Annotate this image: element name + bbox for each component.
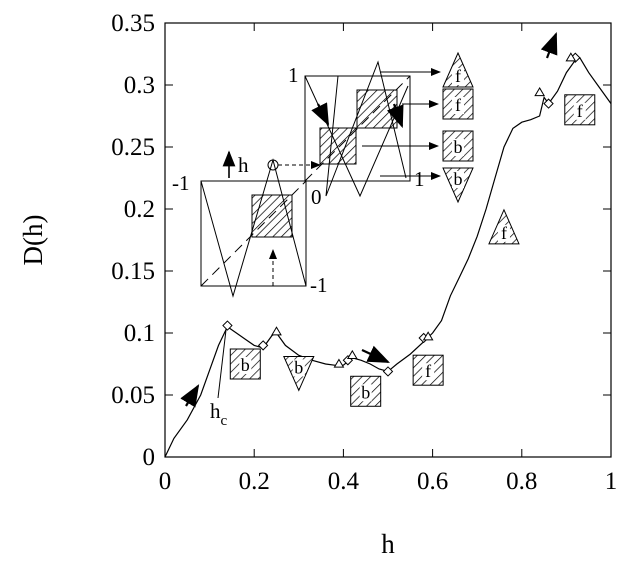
letter-backdrop [359,384,372,402]
arrow-mid-right [361,345,390,363]
inset-legend: ff bb [442,51,474,204]
box-letter: b [454,137,463,157]
inset-legend-item: f [442,88,474,120]
diamond-marker [543,98,554,109]
box-letter: f [501,223,507,243]
box-letter: f [455,66,461,86]
x-axis-label: h [381,529,395,559]
inset-legend-item: b [442,130,474,162]
letter-backdrop [452,171,464,188]
letter-backdrop [452,139,464,156]
annotation-box: b [229,348,261,380]
y-tick-label: 0.15 [111,258,155,285]
inset-legend-item: b [442,167,474,204]
triangle-marker [565,52,577,62]
hc-subscript: c [221,413,228,429]
inset-h-label: h [238,153,249,177]
x-tick-label: 1 [605,468,618,495]
y-tick-label: 0.3 [124,72,155,99]
inset-diagram: h -1 -1 1 0 1 ff bb [172,51,474,298]
letter-backdrop [452,68,464,85]
y-tick-label: 0.2 [124,196,155,223]
y-tick-label: 0.35 [111,10,155,37]
inset-arrow-left [311,102,329,126]
tick-marks [164,22,612,458]
letter-backdrop [573,102,586,120]
inset-map-lower [200,158,307,298]
y-tick-label: 0.05 [111,382,155,409]
annotation-box: f [564,94,596,126]
inset-box-lower [200,180,307,287]
annotation-box: f [488,208,520,245]
box-letter: f [425,361,431,381]
x-tick-label: 0.8 [506,468,537,495]
inset-one-top: 1 [288,63,299,87]
diamond-marker [222,320,233,331]
box-letter: f [455,95,461,115]
inset-diag-lower [200,180,307,287]
diamond-marker [257,340,269,351]
letter-backdrop [239,357,252,374]
plot-frame [164,22,612,458]
x-tick-label: 0.6 [417,468,448,495]
y-tick-label: 0 [143,444,156,471]
series-line [164,56,612,458]
y-tick-label: 0.25 [111,134,155,161]
y-tick-label: 0.1 [124,320,155,347]
annotation-box: b [350,375,382,407]
diamond-marker [382,366,394,377]
triangle-marker [346,349,358,359]
box-letter: b [294,357,303,377]
inset-minus1-left: -1 [172,171,190,195]
letter-backdrop [452,97,464,114]
annotation-box: f [412,354,444,386]
arrow-rising-left [180,384,200,408]
triangle-marker [422,331,434,341]
inset-diag-upper [304,75,411,182]
series-group [164,56,612,458]
x-tick-label: 0.2 [239,468,270,495]
box-letter: f [577,101,583,121]
triangle-marker [333,358,345,368]
x-tick-labels: 0 0.2 0.4 0.6 0.8 1 [159,468,618,495]
markers-group [222,52,581,377]
inset-box-upper [304,75,411,182]
inset-minus1-bottom: -1 [310,273,328,297]
x-tick-label: 0.4 [328,468,360,495]
y-axis-label: D(h) [18,215,48,266]
arrow-top-right [540,31,558,59]
letter-backdrop [422,363,435,381]
inset-arrow-right [386,103,404,129]
box-letter: b [241,355,250,375]
box-letter: b [361,382,370,402]
letter-backdrop [292,359,305,377]
inset-zero: 0 [311,185,322,209]
box-letter: b [454,169,463,189]
triangle-marker [534,86,546,97]
x-tick-label: 0 [159,468,172,495]
annotation-box: b [283,355,315,392]
hc-pointer-line [217,329,227,399]
y-tick-labels: 0 0.05 0.1 0.15 0.2 0.25 0.3 0.35 [111,10,155,471]
inset-legend-item: f [442,51,474,88]
triangle-marker [271,326,282,336]
hc-label: hc [210,399,228,429]
letter-backdrop [497,224,510,242]
inset-one-right: 1 [414,167,425,191]
